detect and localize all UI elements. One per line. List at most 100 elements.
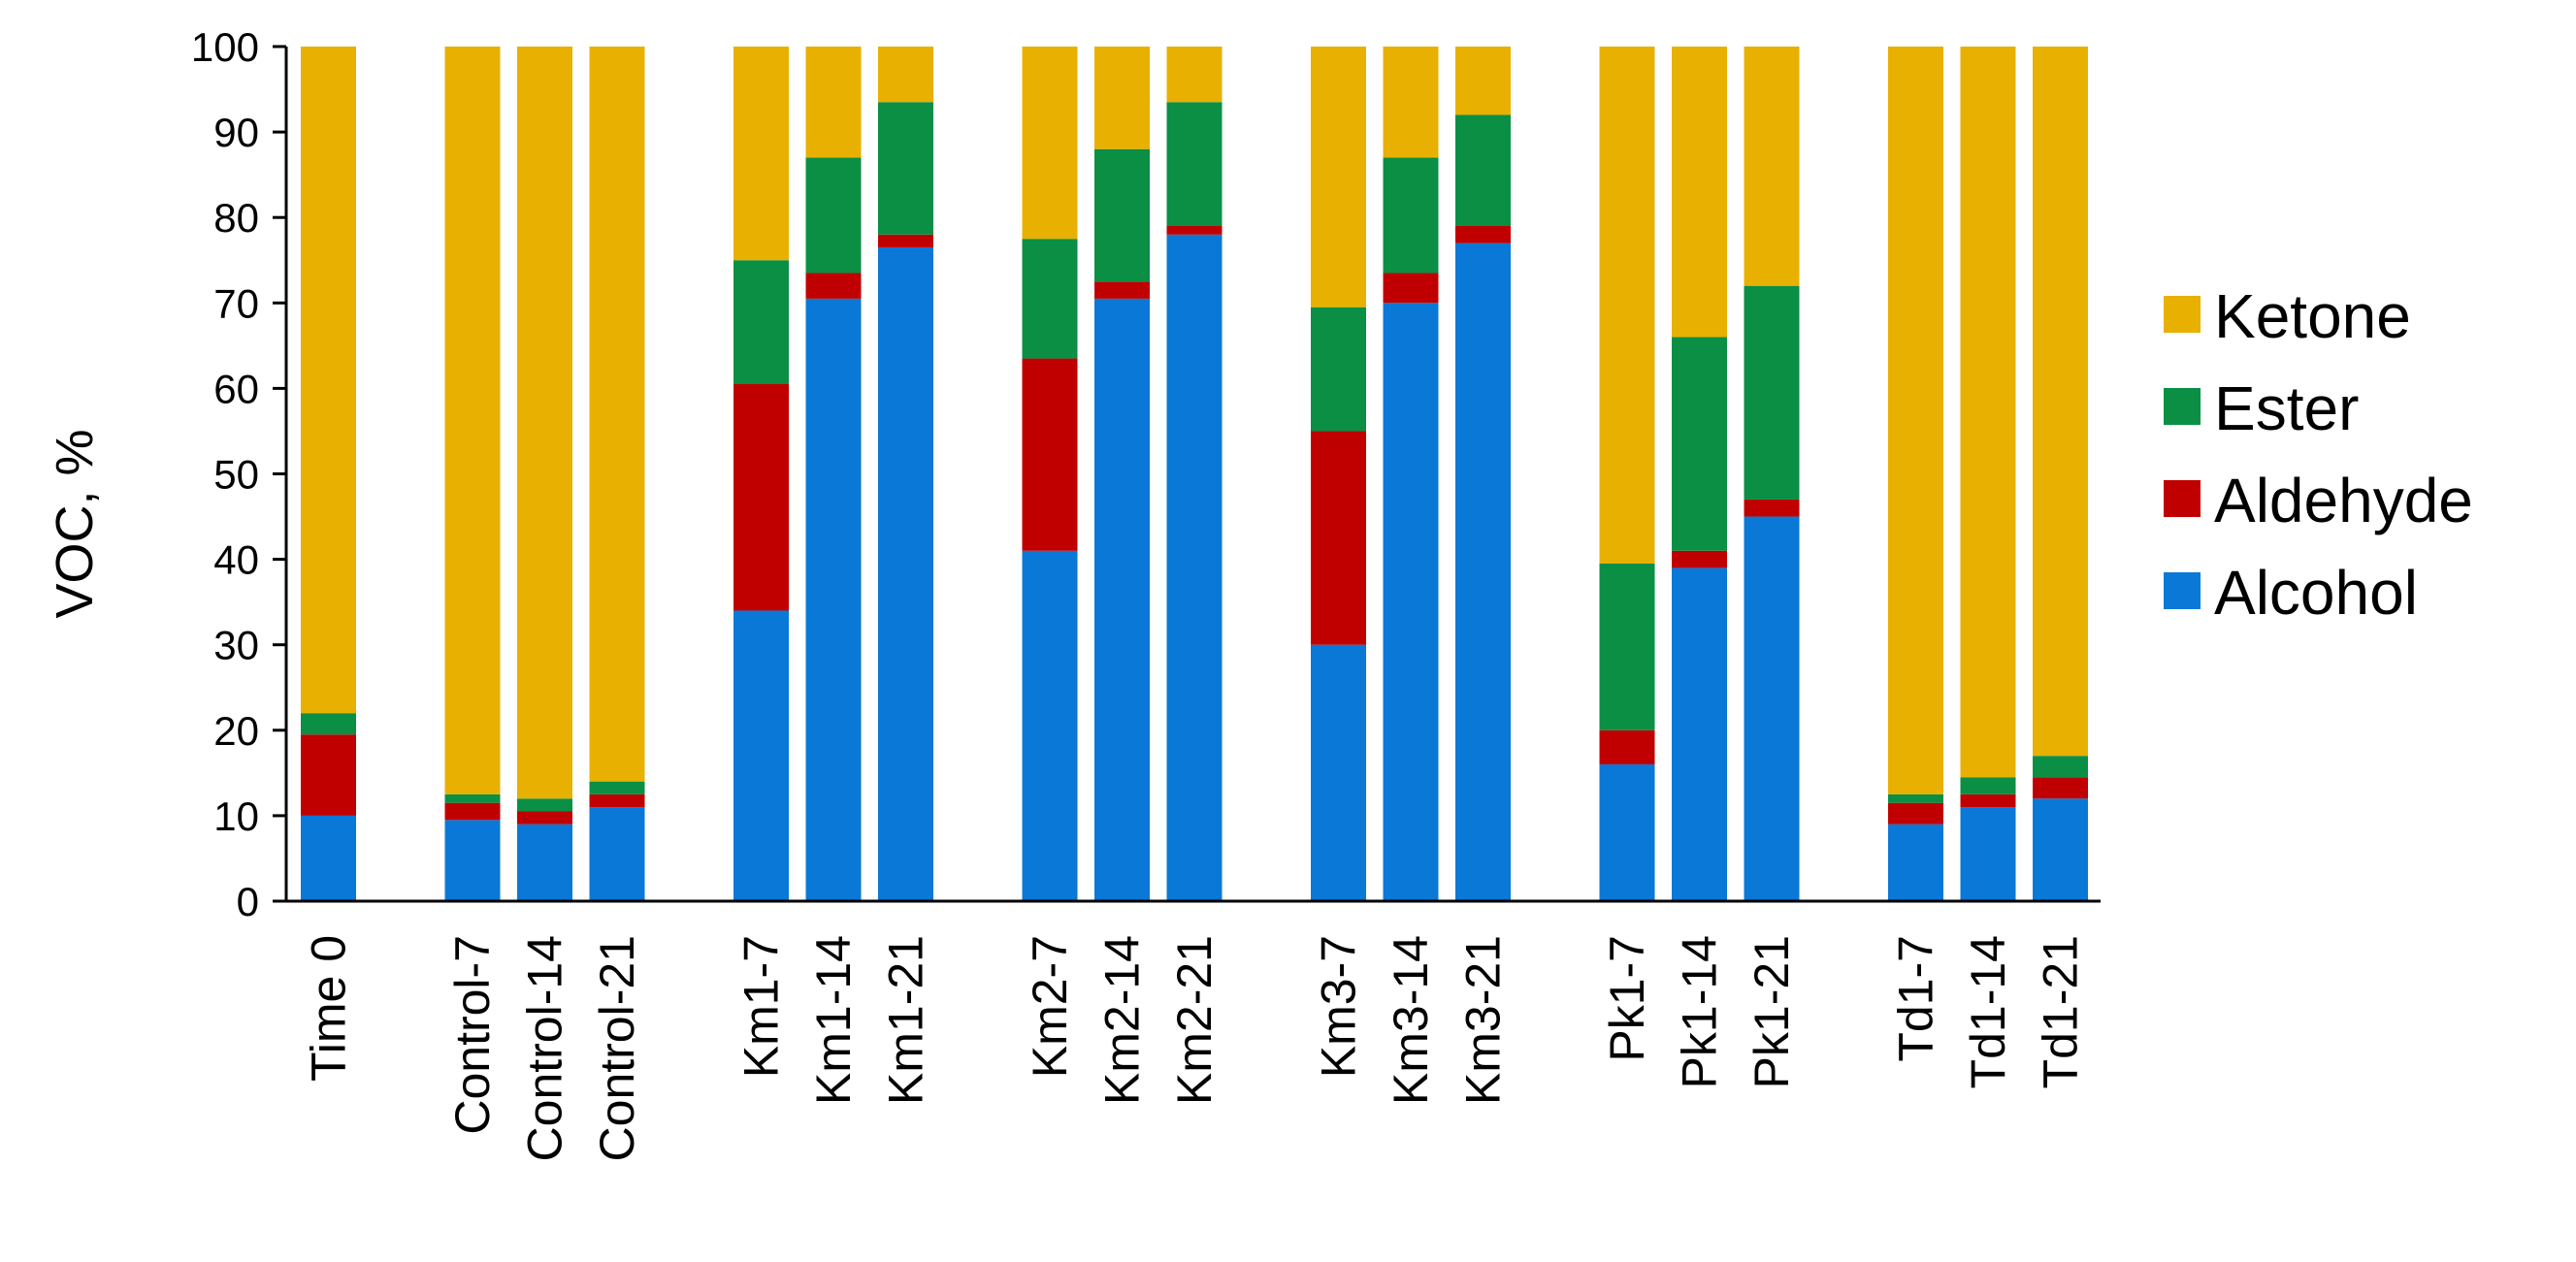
bar-segment-ester xyxy=(878,102,933,235)
bar-segment-ester xyxy=(1672,337,1727,551)
bar-segment-ketone xyxy=(301,47,356,714)
bar-stack xyxy=(1383,47,1439,901)
bar-segment-ester xyxy=(1166,102,1223,227)
bar-segment-alcohol xyxy=(1022,550,1078,901)
bar-segment-alcohol xyxy=(444,820,501,901)
category-label: Time 0 xyxy=(302,935,356,1082)
y-tick-label: 100 xyxy=(191,24,259,70)
bar-segment-alcohol xyxy=(2033,798,2088,901)
category-label: Km1-14 xyxy=(806,935,861,1105)
y-tick-label: 80 xyxy=(213,195,259,241)
bar-segment-aldehyde xyxy=(589,793,645,808)
y-ticks-layer: 0 10 20 30 40 50 60 70 80 90 100 xyxy=(191,24,286,924)
bar-segment-alcohol xyxy=(1094,298,1150,901)
bar-segment-alcohol xyxy=(1311,644,1366,901)
bar-stack xyxy=(1744,47,1800,901)
bar-segment-ester xyxy=(1455,114,1511,227)
y-tick-label: 40 xyxy=(213,537,259,583)
bar-segment-ester xyxy=(805,157,862,274)
bar-segment-ketone xyxy=(1311,47,1366,307)
bar-segment-aldehyde xyxy=(444,802,501,821)
legend-label: Alcohol xyxy=(2214,558,2418,628)
legend-swatch xyxy=(2164,296,2201,333)
category-label: Km3-14 xyxy=(1384,935,1438,1105)
bar-segment-alcohol xyxy=(878,247,933,901)
bar-segment-ketone xyxy=(1166,47,1223,103)
legend-label: Aldehyde xyxy=(2214,466,2473,535)
bar-segment-alcohol xyxy=(1166,234,1223,901)
bar-segment-ester xyxy=(301,713,356,735)
bar-segment-alcohol xyxy=(1383,303,1439,901)
bar-segment-ester xyxy=(1599,564,1655,730)
bar-stack xyxy=(1094,47,1150,901)
bar-segment-ester xyxy=(734,260,789,384)
category-label: Control-7 xyxy=(445,935,500,1135)
bar-segment-ester xyxy=(1888,793,1943,803)
bar-segment-aldehyde xyxy=(1599,729,1655,765)
bar-segment-aldehyde xyxy=(805,273,862,299)
bar-segment-ketone xyxy=(1383,47,1439,158)
bar-segment-aldehyde xyxy=(1888,802,1943,825)
bar-segment-alcohol xyxy=(734,610,789,901)
bar-segment-ester xyxy=(1022,239,1078,359)
legend-item: Ester xyxy=(2164,373,2359,443)
bar-segment-aldehyde xyxy=(1383,273,1439,304)
bar-segment-ester xyxy=(517,798,572,812)
bar-segment-ketone xyxy=(1599,47,1655,565)
bar-segment-ketone xyxy=(805,47,862,158)
bar-segment-aldehyde xyxy=(1094,281,1150,299)
bar-segment-aldehyde xyxy=(1455,226,1511,243)
bar-stack xyxy=(878,47,933,901)
category-label: Control-21 xyxy=(590,935,644,1161)
bar-segment-ketone xyxy=(1960,47,2016,778)
legend-label: Ester xyxy=(2214,373,2359,443)
bar-segment-alcohol xyxy=(1672,567,1727,901)
category-label: Pk1-21 xyxy=(1745,935,1799,1088)
y-tick-label: 70 xyxy=(213,280,259,326)
bar-segment-ketone xyxy=(878,47,933,103)
bar-segment-alcohol xyxy=(517,824,572,901)
bar-segment-ester xyxy=(1744,285,1800,500)
y-axis-title: VOC, % xyxy=(46,429,104,618)
bar-segment-ester xyxy=(2033,756,2088,778)
category-label: Km2-14 xyxy=(1095,935,1150,1105)
y-tick-label: 10 xyxy=(213,793,259,839)
y-tick-label: 50 xyxy=(213,452,259,498)
bar-segment-ester xyxy=(444,793,501,803)
bar-stack xyxy=(805,47,862,901)
bar-segment-alcohol xyxy=(1599,764,1655,901)
y-tick-label: 60 xyxy=(213,366,259,411)
bar-stack xyxy=(444,47,501,901)
bar-stack xyxy=(1672,47,1727,901)
category-label: Control-14 xyxy=(518,935,572,1161)
bar-segment-aldehyde xyxy=(1744,499,1800,517)
category-label: Km3-7 xyxy=(1312,935,1366,1078)
bar-segment-aldehyde xyxy=(1311,431,1366,645)
bar-stack xyxy=(589,47,645,901)
category-label: Km3-21 xyxy=(1456,935,1511,1105)
bar-segment-ketone xyxy=(1744,47,1800,286)
bar-segment-aldehyde xyxy=(1022,358,1078,551)
bar-segment-ketone xyxy=(589,47,645,782)
bar-segment-alcohol xyxy=(1455,243,1511,901)
legend-label: Ketone xyxy=(2214,281,2411,351)
category-label: Km2-7 xyxy=(1023,935,1077,1078)
bar-segment-aldehyde xyxy=(1960,793,2016,808)
legend: Ketone Ester Aldehyde Alcohol xyxy=(2164,281,2473,628)
bar-segment-aldehyde xyxy=(1672,550,1727,568)
bar-segment-alcohol xyxy=(1888,824,1943,901)
bar-segment-aldehyde xyxy=(301,734,356,816)
bar-segment-ester xyxy=(1383,157,1439,274)
y-tick-label: 90 xyxy=(213,110,259,155)
bar-stack xyxy=(1599,47,1655,901)
legend-item: Alcohol xyxy=(2164,558,2418,628)
legend-swatch xyxy=(2164,480,2201,517)
bar-segment-ketone xyxy=(1888,47,1943,794)
bar-segment-ketone xyxy=(517,47,572,799)
y-tick-label: 20 xyxy=(213,708,259,754)
category-label: Pk1-14 xyxy=(1673,935,1727,1088)
bar-segment-ester xyxy=(589,781,645,794)
bar-segment-ketone xyxy=(444,47,501,794)
bar-stack xyxy=(1888,47,1943,901)
bar-segment-aldehyde xyxy=(1166,226,1223,235)
